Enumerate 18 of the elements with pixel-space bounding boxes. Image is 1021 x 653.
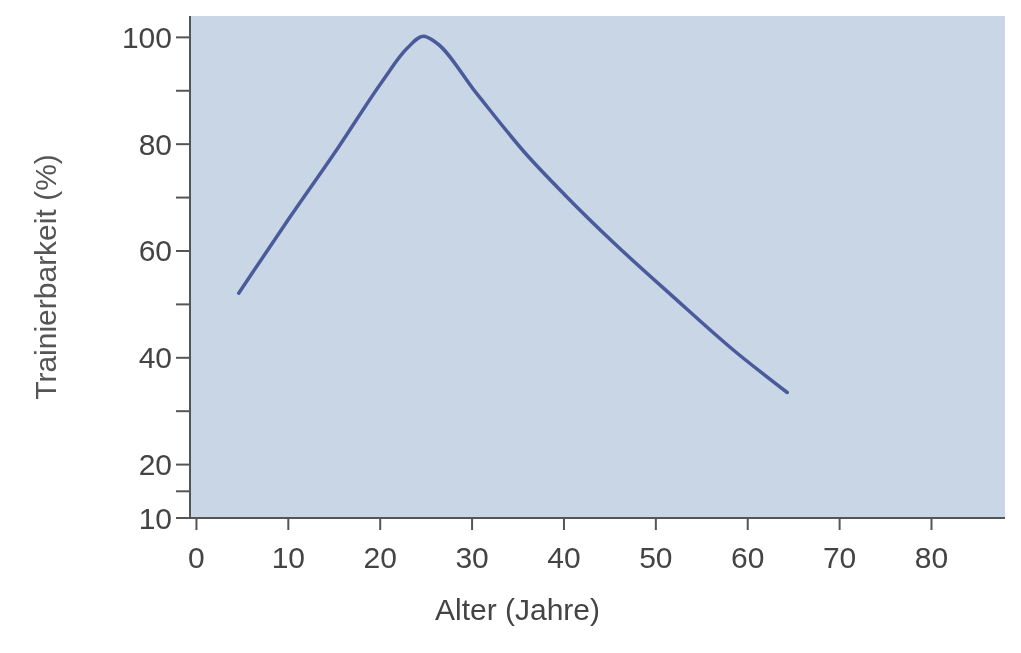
y-tick-label: 60 [138,234,172,268]
x-tick-label: 0 [188,541,205,574]
x-tick-label: 80 [914,541,949,574]
x-axis-title: Alter (Jahre) [434,593,601,626]
y-tick-label: 10 [138,501,172,535]
y-tick-label: 100 [121,20,172,54]
x-tick-label: 10 [271,541,305,574]
x-tick-label: 60 [731,541,765,574]
x-tick-label: 50 [639,541,673,574]
x-tick-label: 40 [547,541,581,574]
y-tick-label: 20 [138,448,172,482]
y-tick-label: 80 [138,127,172,161]
x-tick-label: 20 [363,541,397,574]
x-tick-label: 30 [455,541,489,574]
y-tick-label: 40 [138,341,172,375]
y-axis-title: Trainierbarkeit (%) [29,154,62,400]
x-tick-label: 70 [822,541,857,574]
line-series [236,34,789,395]
